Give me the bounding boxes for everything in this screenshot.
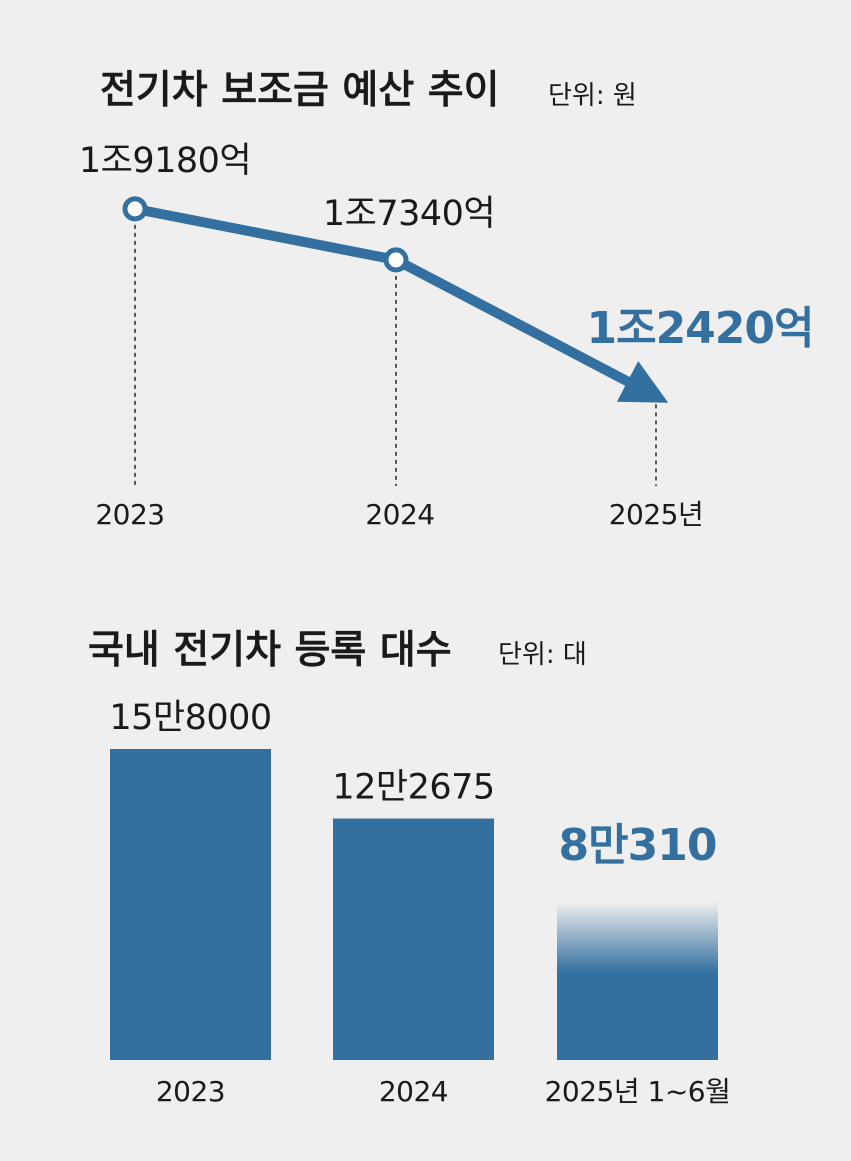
- bar-tick-label-2025년 1~6월: 2025년 1~6월: [545, 1075, 731, 1108]
- line-tick-label-2023: 2023: [95, 498, 164, 531]
- line-point-2023: [122, 196, 148, 222]
- bar-2025년 1~6월: [557, 901, 718, 1060]
- bar-chart: 15만8000 2023 12만2675 2024 8만310 2025년 1~6월: [109, 698, 731, 1108]
- line-chart-title: 전기차 보조금 예산 추이: [100, 68, 500, 113]
- bar-2023: [110, 749, 271, 1060]
- bar-data-label-2025년 1~6월: 8만310: [559, 820, 717, 871]
- line-data-label-2024: 1조7340억: [323, 194, 495, 234]
- line-data-label-2023: 1조9180억: [79, 141, 251, 181]
- bar-2024: [333, 818, 494, 1060]
- bar-data-label-2024: 12만2675: [332, 768, 494, 808]
- bar-tick-label-2024: 2024: [379, 1075, 448, 1108]
- bar-tick-label-2023: 2023: [156, 1075, 225, 1108]
- line-point-2024: [383, 247, 409, 273]
- line-data-label-2025년: 1조2420억: [586, 303, 813, 354]
- line-chart: 1조9180억 1조7340억 1조2420억 2023 2024 2025년: [79, 141, 815, 531]
- bar-data-label-2023: 15만8000: [109, 698, 271, 738]
- line-tick-label-2024: 2024: [365, 498, 434, 531]
- bar-chart-title: 국내 전기차 등록 대수: [88, 628, 452, 673]
- bar-chart-unit: 단위: 대: [498, 640, 587, 670]
- line-tick-label-2025년: 2025년: [609, 498, 704, 531]
- line-chart-unit: 단위: 원: [548, 81, 637, 111]
